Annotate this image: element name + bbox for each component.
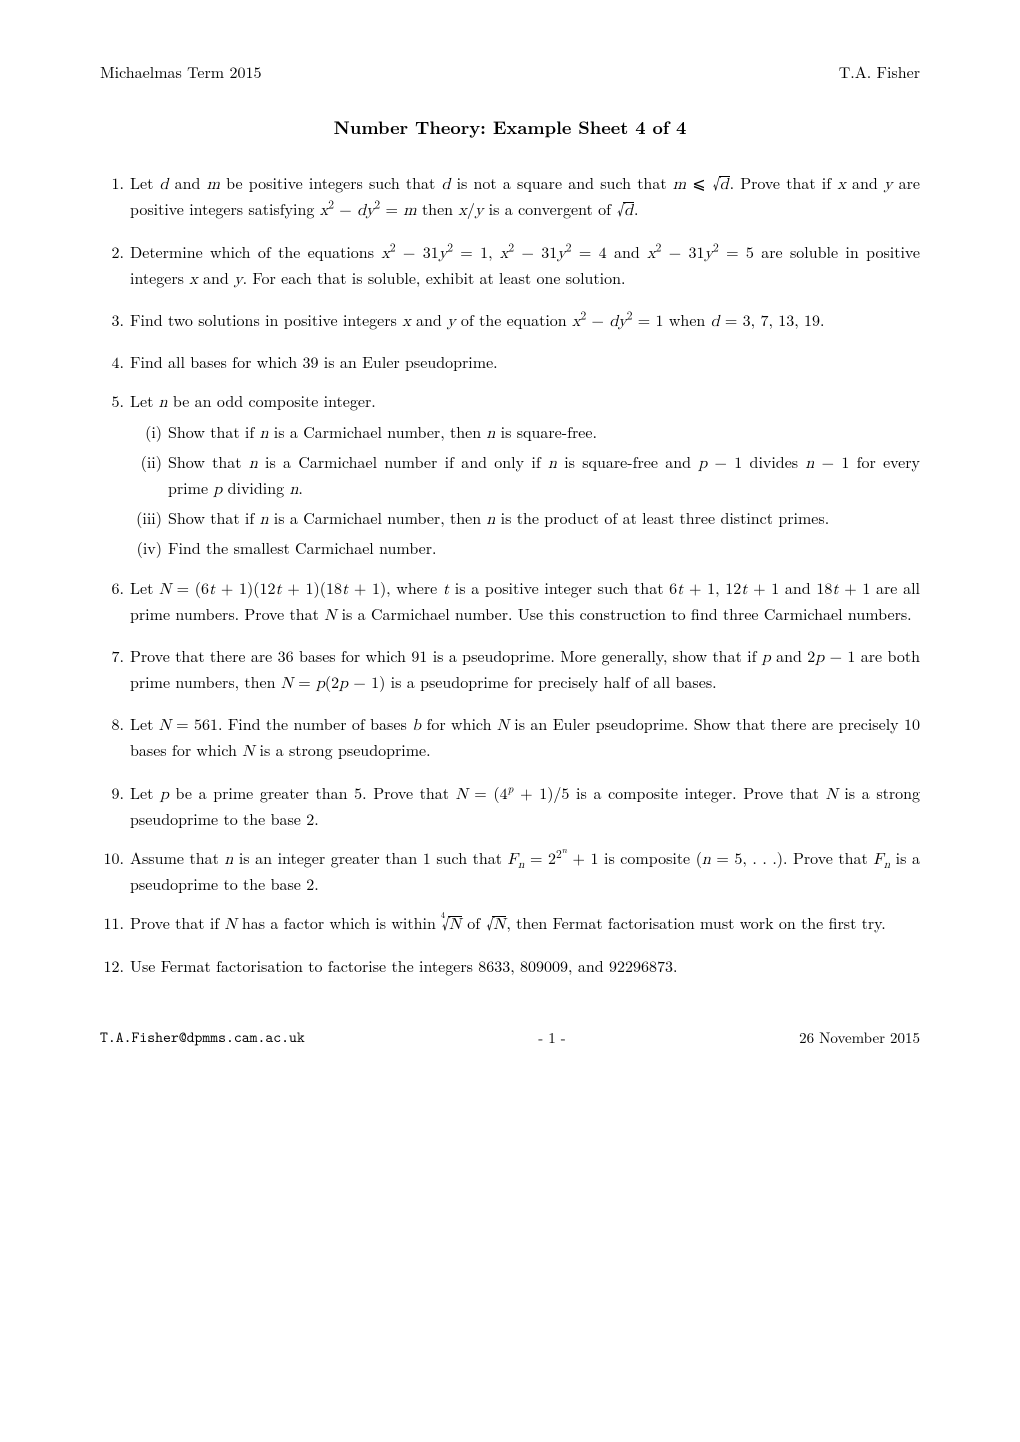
problem-item: Determine which of the equations x2 − 31…	[100, 240, 920, 292]
problem-item: Find all bases for which 39 is an Euler …	[100, 350, 920, 373]
problem-item: Prove that there are 36 bases for which …	[100, 644, 920, 696]
footer-page: - 1 -	[538, 1027, 565, 1049]
subproblem-item: Show that if n is a Carmichael number, t…	[130, 420, 920, 446]
problem-item: Let d and m be positive integers such th…	[100, 171, 920, 223]
subproblem-item: Show that n is a Carmichael number if an…	[130, 450, 920, 502]
problem-item: Use Fermat factorisation to factorise th…	[100, 954, 920, 977]
problem-item: Let N = 561. Find the number of bases b …	[100, 712, 920, 764]
problem-item: Let p be a prime greater than 5. Prove t…	[100, 781, 920, 830]
problem-item: Find two solutions in positive integers …	[100, 308, 920, 334]
footer-email: T.A.Fisher@dpmms.cam.ac.uk	[100, 1027, 305, 1049]
footer-date: 26 November 2015	[799, 1027, 920, 1049]
subproblem-item: Show that if n is a Carmichael number, t…	[130, 506, 920, 532]
subproblem-item: Find the smallest Carmichael number.	[130, 536, 920, 559]
problem-item: Assume that n is an integer greater than…	[100, 846, 920, 895]
page-header: Michaelmas Term 2015 T.A. Fisher	[100, 60, 920, 83]
page-footer: T.A.Fisher@dpmms.cam.ac.uk - 1 - 26 Nove…	[100, 1027, 920, 1049]
problem-list: Let d and m be positive integers such th…	[100, 171, 920, 977]
subproblem-list: Show that if n is a Carmichael number, t…	[130, 420, 920, 560]
sheet-title: Number Theory: Example Sheet 4 of 4	[100, 115, 920, 141]
problem-item: Let N = (6t + 1)(12t + 1)(18t + 1), wher…	[100, 576, 920, 628]
author-label: T.A. Fisher	[839, 60, 920, 83]
problem-item: Prove that if N has a factor which is wi…	[100, 911, 920, 937]
problem-item: Let n be an odd composite integer.Show t…	[100, 389, 920, 559]
term-label: Michaelmas Term 2015	[100, 60, 261, 83]
